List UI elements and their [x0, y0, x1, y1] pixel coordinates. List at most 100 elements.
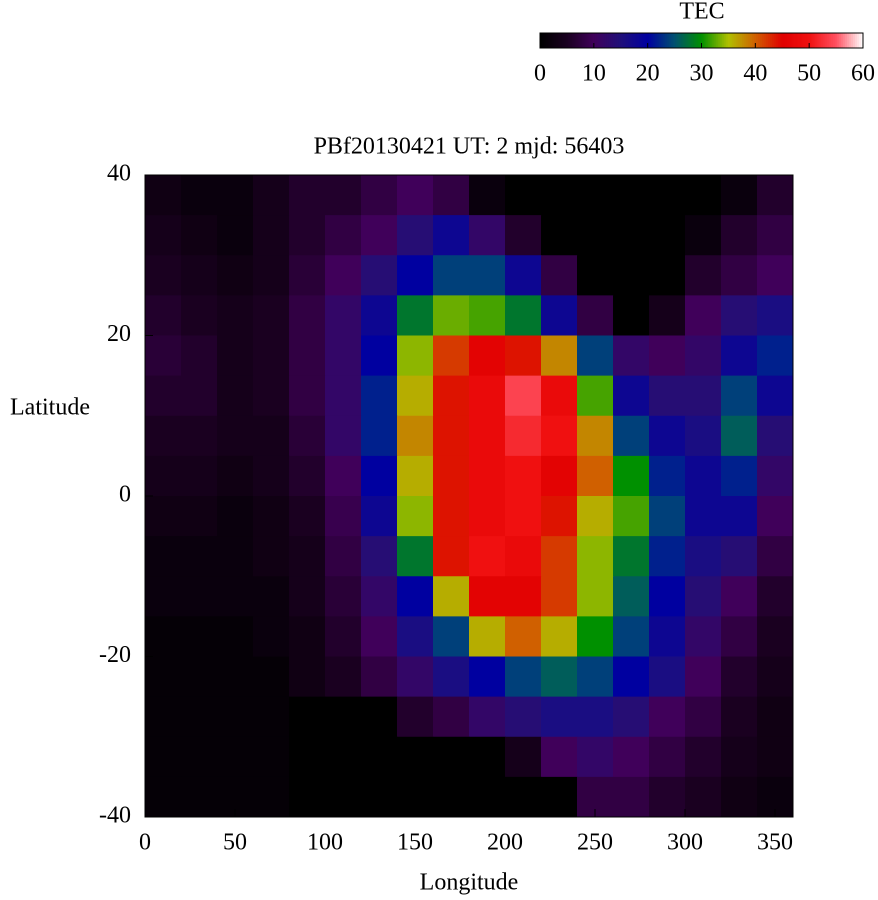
- colorbar-swatch: [723, 33, 727, 48]
- heat-cell: [721, 415, 758, 457]
- colorbar-swatch: [673, 33, 676, 48]
- heat-cell: [757, 295, 794, 336]
- heat-cell: [613, 295, 650, 336]
- heat-cell: [325, 335, 362, 377]
- colorbar-swatch: [751, 33, 755, 48]
- heat-cell: [685, 455, 722, 497]
- colorbar-swatch: [588, 33, 591, 48]
- heat-cell: [361, 656, 398, 698]
- colorbar-swatch: [741, 33, 745, 48]
- heat-cell: [289, 295, 326, 336]
- heat-cell: [757, 215, 794, 256]
- colorbar-swatch: [550, 33, 553, 48]
- colorbar-swatch: [832, 33, 836, 48]
- heat-cell: [433, 656, 470, 698]
- heat-cell: [181, 736, 218, 778]
- heat-cell: [469, 656, 506, 698]
- colorbar-swatch: [844, 33, 848, 48]
- heat-cell: [613, 736, 650, 778]
- heat-cell: [289, 335, 326, 377]
- colorbar-tick-label: 20: [636, 61, 660, 87]
- heat-cell: [145, 576, 182, 617]
- heat-cell: [577, 696, 614, 738]
- colorbar-swatch: [570, 33, 573, 48]
- colorbar-swatch: [624, 33, 628, 48]
- heat-cell: [613, 375, 650, 417]
- colorbar-swatch: [760, 33, 763, 48]
- heat-cell: [181, 496, 218, 537]
- heat-cell: [541, 255, 578, 296]
- colorbar-swatch: [594, 33, 598, 48]
- heat-cell: [613, 335, 650, 377]
- colorbar-swatch: [578, 33, 581, 48]
- heat-cell: [685, 776, 722, 818]
- heat-cell: [361, 335, 398, 377]
- heat-cell: [577, 496, 614, 537]
- y-axis-label: Latitude: [10, 395, 90, 421]
- heat-cell: [685, 736, 722, 778]
- heat-cell: [397, 696, 434, 738]
- y-tick-label: 20: [107, 321, 131, 347]
- heat-cell: [541, 335, 578, 377]
- heat-cell: [145, 215, 182, 256]
- heat-cell: [217, 696, 254, 738]
- colorbar-swatch: [614, 33, 618, 48]
- heat-cell: [217, 536, 254, 577]
- y-tick-label: -40: [99, 803, 131, 829]
- heat-cell: [289, 375, 326, 417]
- heat-cell: [397, 616, 434, 657]
- heat-cell: [217, 455, 254, 497]
- heat-cell: [541, 576, 578, 617]
- colorbar-swatch: [644, 33, 648, 48]
- heat-cell: [325, 616, 362, 657]
- heat-cell: [325, 656, 362, 698]
- colorbar-swatch: [758, 33, 761, 48]
- heat-cell: [469, 295, 506, 336]
- heat-cell: [541, 215, 578, 256]
- heat-cell: [217, 335, 254, 377]
- colorbar-swatch: [646, 33, 650, 48]
- heat-cell: [613, 776, 650, 818]
- colorbar-swatch: [699, 33, 702, 48]
- colorbar-swatch: [560, 33, 563, 48]
- heat-cell: [649, 496, 686, 537]
- colorbar-swatch: [610, 33, 614, 48]
- heat-cell: [217, 295, 254, 336]
- heat-cell: [361, 736, 398, 778]
- heat-cell: [721, 215, 758, 256]
- heat-cell: [181, 415, 218, 457]
- heat-cell: [505, 616, 542, 657]
- colorbar-label: TEC: [679, 0, 724, 25]
- heat-cell: [325, 736, 362, 778]
- colorbar-swatch: [830, 33, 834, 48]
- heat-cell: [649, 736, 686, 778]
- colorbar-swatch: [649, 33, 652, 48]
- heat-cell: [253, 776, 290, 818]
- colorbar-swatch: [540, 33, 543, 48]
- y-tick-label: -20: [99, 642, 131, 668]
- heat-cell: [541, 536, 578, 577]
- colorbar-swatch: [852, 33, 856, 48]
- heat-cell: [433, 455, 470, 497]
- heat-cell: [253, 496, 290, 537]
- heat-cell: [757, 415, 794, 457]
- colorbar-swatch: [681, 33, 684, 48]
- heat-cell: [145, 496, 182, 537]
- heat-cell: [253, 536, 290, 577]
- heat-cell: [181, 375, 218, 417]
- heat-cell: [145, 616, 182, 657]
- colorbar-swatch: [548, 33, 551, 48]
- colorbar-swatch: [814, 33, 818, 48]
- colorbar-swatch: [604, 33, 608, 48]
- heat-cell: [361, 496, 398, 537]
- heat-cell: [181, 335, 218, 377]
- heat-cell: [505, 335, 542, 377]
- colorbar-swatch: [655, 33, 658, 48]
- heat-cell: [757, 375, 794, 417]
- y-tick-label: 0: [119, 482, 131, 508]
- heat-cell: [685, 295, 722, 336]
- heat-cell: [253, 175, 290, 216]
- colorbar-swatch: [743, 33, 747, 48]
- heat-cell: [289, 736, 326, 778]
- heat-cell: [217, 736, 254, 778]
